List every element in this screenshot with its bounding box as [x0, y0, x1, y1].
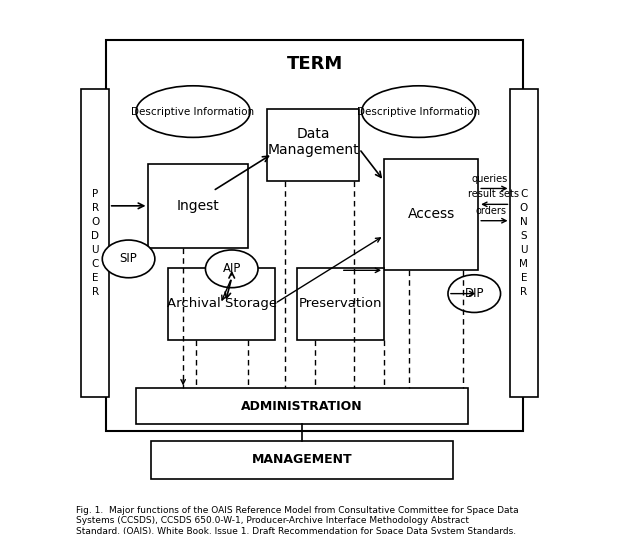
- Ellipse shape: [205, 250, 258, 288]
- FancyBboxPatch shape: [297, 268, 384, 340]
- Text: TERM: TERM: [287, 54, 342, 73]
- Text: queries: queries: [471, 174, 507, 184]
- Text: Descriptive Information: Descriptive Information: [357, 107, 480, 116]
- Text: P
R
O
D
U
C
E
R: P R O D U C E R: [91, 189, 100, 297]
- Text: result sets: result sets: [468, 190, 518, 199]
- Text: Preservation: Preservation: [299, 297, 382, 310]
- Text: DIP: DIP: [464, 287, 484, 300]
- FancyBboxPatch shape: [148, 164, 248, 248]
- Text: Ingest: Ingest: [177, 199, 219, 213]
- FancyBboxPatch shape: [168, 268, 275, 340]
- Ellipse shape: [136, 86, 250, 137]
- Text: Access: Access: [408, 207, 454, 221]
- Text: orders: orders: [476, 206, 506, 216]
- Ellipse shape: [102, 240, 155, 278]
- Ellipse shape: [448, 275, 501, 312]
- Text: Descriptive Information: Descriptive Information: [131, 107, 255, 116]
- Text: ADMINISTRATION: ADMINISTRATION: [242, 400, 363, 413]
- Ellipse shape: [362, 86, 476, 137]
- FancyBboxPatch shape: [106, 40, 523, 431]
- FancyBboxPatch shape: [510, 89, 538, 397]
- Text: MANAGEMENT: MANAGEMENT: [252, 453, 352, 466]
- Text: AIP: AIP: [223, 262, 241, 276]
- Text: Data
Management: Data Management: [268, 127, 359, 158]
- Text: Fig. 1.  Major functions of the OAIS Reference Model from Consultative Committee: Fig. 1. Major functions of the OAIS Refe…: [76, 506, 519, 534]
- FancyBboxPatch shape: [267, 109, 359, 181]
- FancyBboxPatch shape: [151, 442, 453, 478]
- FancyBboxPatch shape: [136, 388, 468, 424]
- FancyBboxPatch shape: [384, 159, 478, 270]
- FancyBboxPatch shape: [81, 89, 109, 397]
- Text: Archival Storage: Archival Storage: [167, 297, 277, 310]
- Text: C
O
N
S
U
M
E
R: C O N S U M E R: [520, 189, 528, 297]
- Text: SIP: SIP: [120, 253, 138, 265]
